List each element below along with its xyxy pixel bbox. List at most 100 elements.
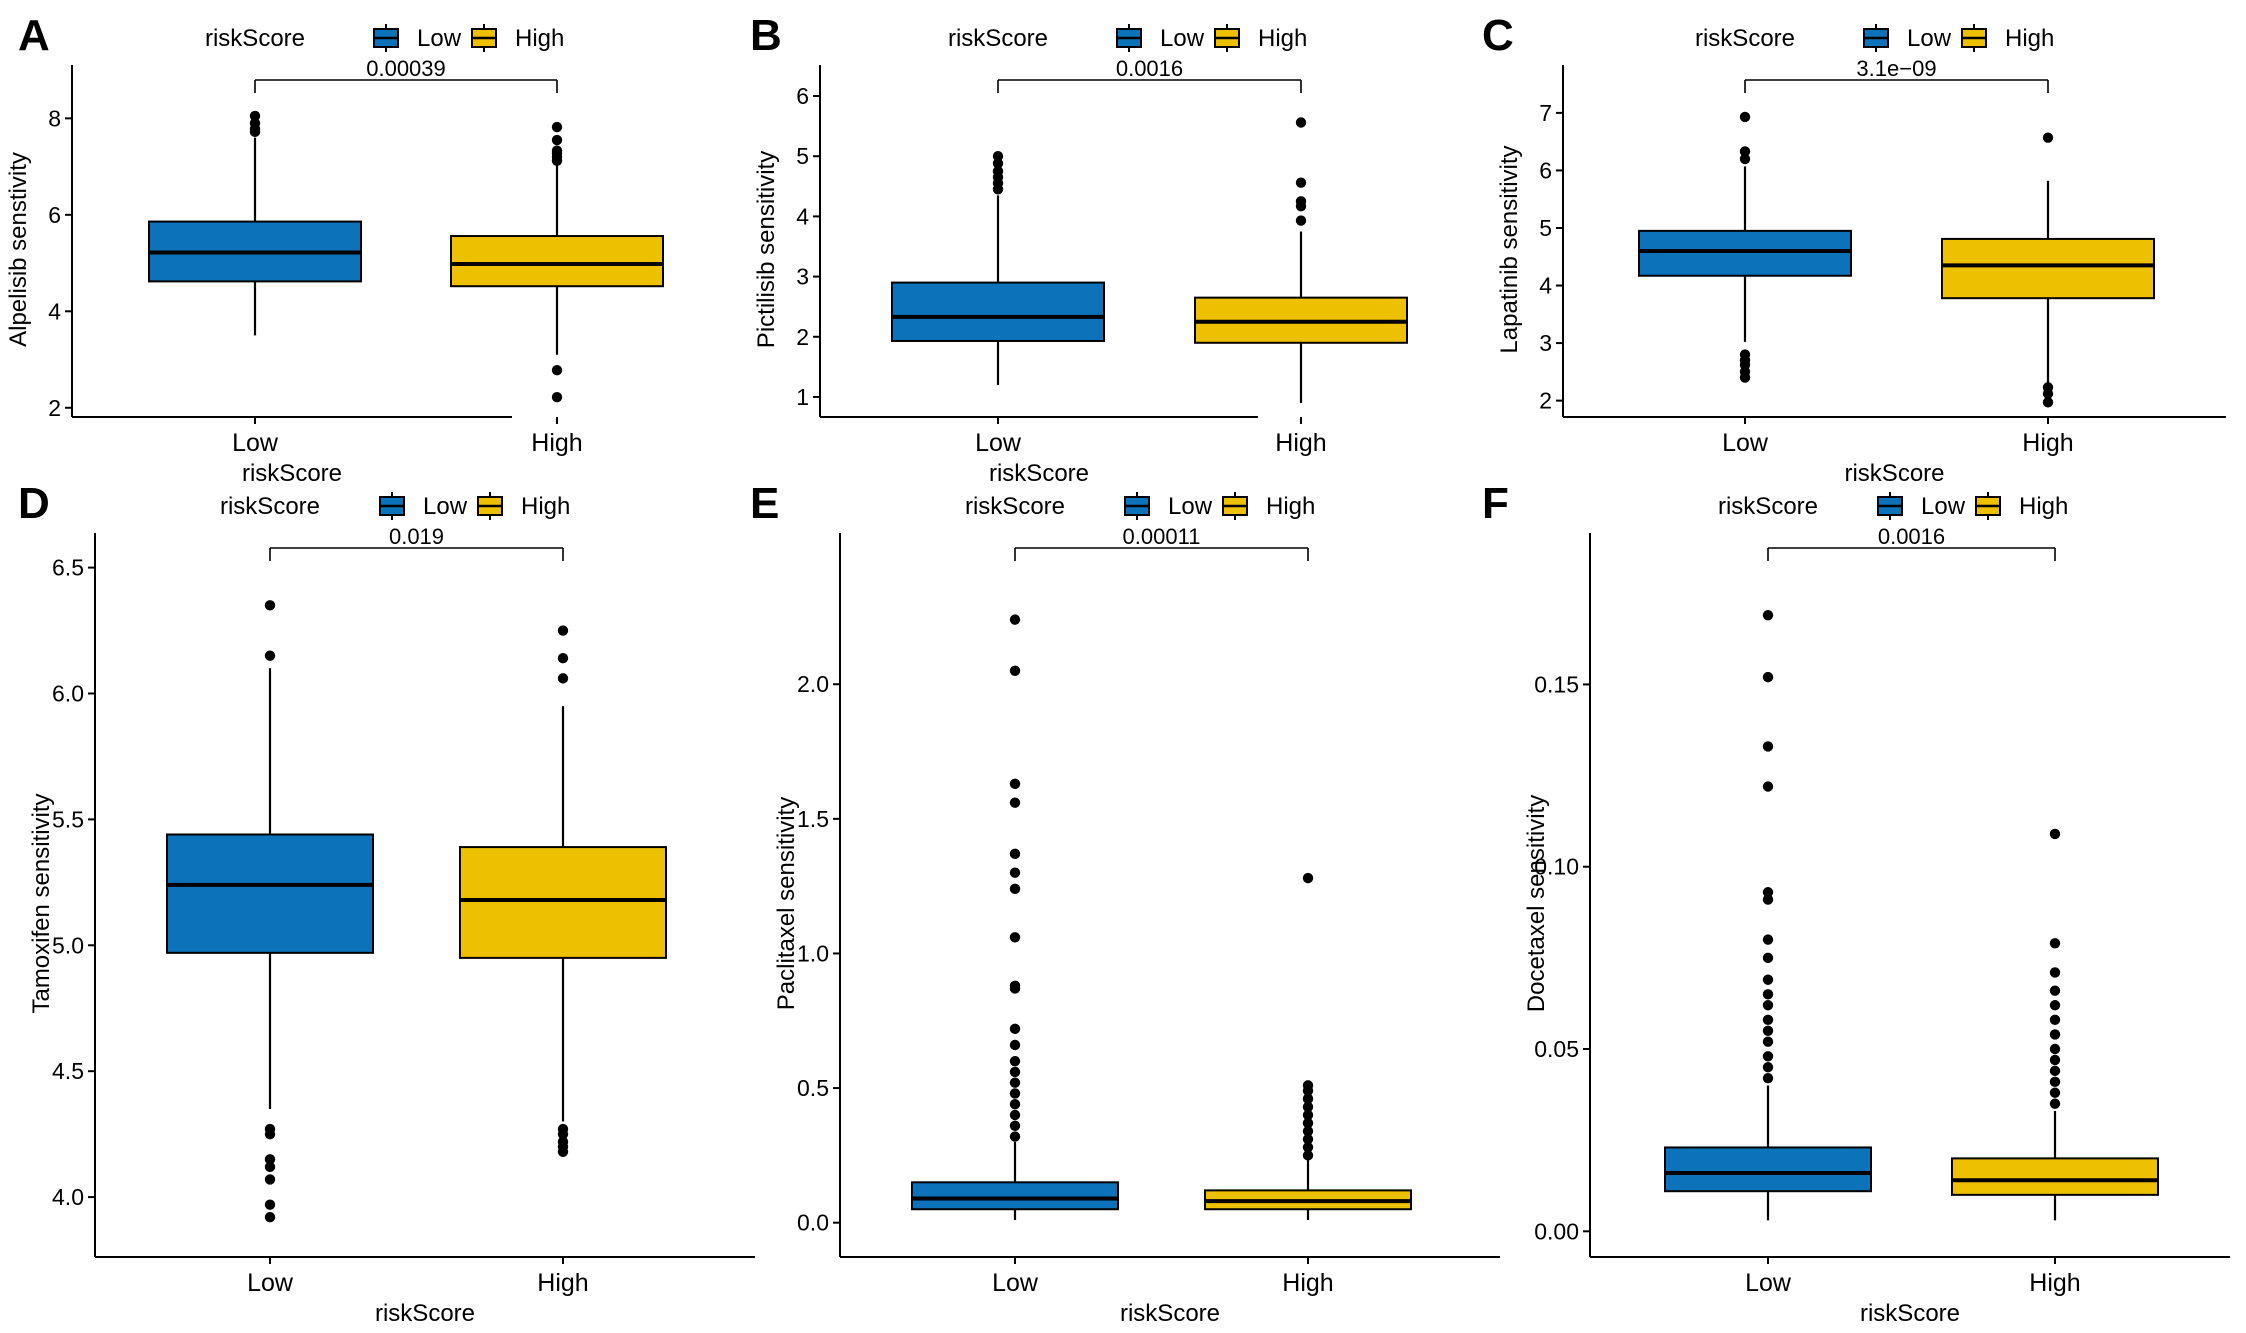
y-tick-label: 7 [1539,100,1552,126]
y-tick-label: 4 [48,298,61,324]
outlier-point [557,1123,569,1135]
x-tick-label: Low [1722,429,1769,457]
significance-bracket: 3.1e−09 [1744,56,2049,93]
outlier-point [2049,985,2061,996]
x-tick-label: High [2022,429,2073,457]
p-value-label: 0.019 [389,524,444,549]
outlier-point [1302,1080,1314,1091]
outlier-point [1762,894,1774,905]
outlier-point [992,166,1004,177]
outlier-point [551,364,563,376]
y-tick-label: 6 [1539,157,1552,183]
outlier-point [1009,980,1021,991]
outlier-point [557,1136,569,1147]
panel-letter: C [1482,11,1514,60]
panel-letter: D [18,479,50,528]
legend-key-low: Low [1877,492,1966,520]
outlier-point [264,1199,276,1210]
legend: riskScore Low High [220,492,570,520]
y-tick-label: 4 [796,203,809,229]
outlier-point [2042,397,2054,408]
outlier-point [2049,828,2061,840]
box-low [911,614,1119,1220]
outlier-point [551,391,563,403]
legend-title: riskScore [1695,25,1795,52]
y-axis-title: Pictilisib sensitivity [753,151,780,348]
outlier-point [2049,938,2061,949]
y-tick-label: 0.5 [797,1075,829,1101]
box-high [1204,872,1412,1220]
y-tick-label: 2 [1539,388,1552,414]
box-high [1194,117,1408,403]
outlier-point [2049,1076,2061,1088]
outlier-point [557,673,569,684]
outlier-point [1295,117,1307,128]
legend-label: High [515,25,564,52]
p-value-label: 3.1e−09 [1856,56,1936,81]
outlier-point [2049,1054,2061,1066]
outlier-point [1009,867,1021,878]
outlier-point [249,117,261,129]
iqr-box [450,235,664,288]
legend-key-low: Low [1863,24,1952,52]
y-tick-label: 0.0 [797,1210,829,1236]
outlier-point [2049,967,2061,978]
outlier-point [1762,609,1774,621]
x-tick-label: High [1275,429,1326,457]
y-tick-label: 5.5 [52,806,84,832]
legend: riskScore Low High [205,24,564,52]
outlier-point [2042,132,2054,143]
x-axis-title: riskScore [1860,1300,1960,1327]
box-high [1951,828,2159,1221]
outlier-point [264,1154,276,1165]
y-tick-label: 6 [48,202,61,228]
outlier-point [1009,1099,1021,1110]
outlier-point [1302,1142,1314,1153]
legend-title: riskScore [1718,493,1818,520]
legend-key-high: High [1975,492,2068,520]
iqr-box [911,1181,1119,1211]
y-tick-label: 0.10 [1534,854,1579,880]
y-tick-label: 2 [796,324,809,350]
outlier-point [264,1123,276,1135]
outlier-point [1762,887,1774,898]
legend-label: Low [423,493,468,520]
legend: riskScore Low High [965,492,1315,520]
y-axis-title: Lapatinib sensitivity [1496,145,1523,353]
outlier-point [992,151,1004,162]
legend-label: Low [1907,25,1952,52]
iqr-box [1941,237,2155,300]
outlier-point [264,650,276,661]
outlier-point [1302,1093,1314,1105]
outlier-point [1762,952,1774,964]
y-axis-title: Paclitaxel sensitivity [773,797,800,1010]
outlier-point [264,1212,276,1223]
outlier-point [1762,671,1774,683]
box-low [166,600,374,1223]
y-axis-title: Alpelisib senstivity [5,152,32,347]
p-value-label: 0.00011 [1123,524,1201,549]
outlier-point [1009,1077,1021,1088]
y-tick-label: 0.05 [1534,1036,1579,1062]
x-axis-title: riskScore [989,460,1089,487]
y-tick-label: 0.15 [1534,671,1579,697]
x-tick-label: High [537,1269,588,1297]
outlier-point [1009,797,1021,808]
legend-label: Low [1921,493,1966,520]
outlier-point [1762,741,1774,752]
y-axis-title: Docetaxel sensitivity [1523,795,1550,1012]
outlier-point [1762,1036,1774,1047]
p-value-label: 0.0016 [1116,56,1183,81]
outlier-point [264,600,276,611]
x-tick-label: Low [232,429,279,457]
legend-label: High [521,493,570,520]
outlier-point [551,134,563,146]
outlier-point [1739,153,1751,165]
box-high [450,121,664,403]
y-tick-label: 6.0 [52,680,84,706]
y-tick-label: 0.00 [1534,1218,1579,1244]
y-tick-label: 4 [1539,273,1552,299]
